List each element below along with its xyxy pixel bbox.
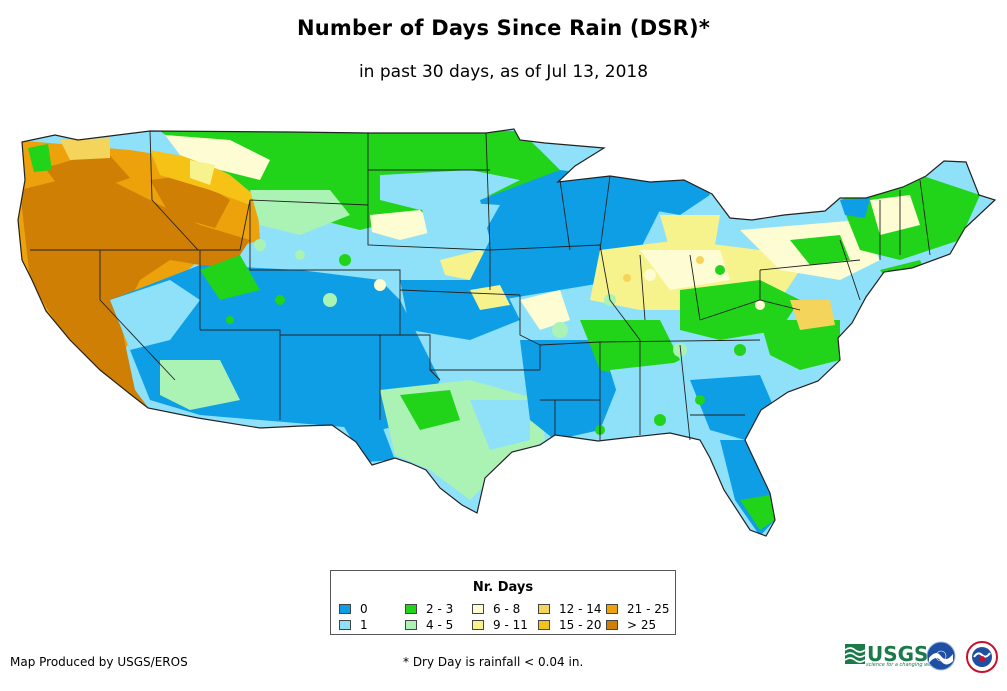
dsr-shading — [18, 129, 995, 536]
legend-swatch — [405, 604, 417, 614]
nws-logo-icon — [966, 641, 998, 673]
legend-item-4: 6 - 8 — [472, 602, 520, 616]
legend-title: Nr. Days — [472, 580, 534, 595]
legend-item-3: 4 - 5 — [405, 618, 453, 632]
legend-swatch — [339, 604, 351, 614]
legend-label: 12 - 14 — [559, 602, 602, 616]
usgs-logo: USGS — [845, 642, 928, 666]
legend-swatch — [606, 620, 618, 630]
legend-item-2: 2 - 3 — [405, 602, 453, 616]
legend: Nr. Days 0 1 2 - 3 4 - 5 6 - 8 9 - 11 12… — [330, 570, 676, 635]
legend-item-6: 12 - 14 — [538, 602, 602, 616]
usgs-wave-icon — [845, 644, 865, 664]
legend-item-9: > 25 — [606, 618, 656, 632]
legend-label: 6 - 8 — [493, 602, 521, 616]
legend-swatch — [339, 620, 351, 630]
legend-label: > 25 — [627, 618, 657, 632]
legend-swatch — [472, 604, 484, 614]
legend-swatch — [405, 620, 417, 630]
legend-label: 1 — [360, 618, 368, 632]
legend-swatch — [606, 604, 618, 614]
dry-day-note: * Dry Day is rainfall < 0.04 in. — [403, 655, 584, 669]
legend-item-7: 15 - 20 — [538, 618, 602, 632]
state-boundaries — [17, 128, 996, 537]
legend-label: 2 - 3 — [426, 602, 454, 616]
legend-label: 0 — [360, 602, 368, 616]
legend-swatch — [472, 620, 484, 630]
legend-item-0: 0 — [339, 602, 368, 616]
legend-swatch — [538, 604, 550, 614]
legend-label: 9 - 11 — [493, 618, 528, 632]
credit-text: Map Produced by USGS/EROS — [10, 655, 188, 669]
legend-item-1: 1 — [339, 618, 368, 632]
usgs-wordmark: USGS — [867, 642, 929, 666]
legend-swatch — [538, 620, 550, 630]
legend-label: 4 - 5 — [426, 618, 454, 632]
map-title: Number of Days Since Rain (DSR)* — [296, 16, 711, 40]
legend-item-8: 21 - 25 — [606, 602, 670, 616]
map-subtitle: in past 30 days, as of Jul 13, 2018 — [358, 62, 649, 82]
legend-label: 15 - 20 — [559, 618, 602, 632]
legend-label: 21 - 25 — [627, 602, 670, 616]
noaa-logo-icon — [926, 641, 956, 671]
legend-item-5: 9 - 11 — [472, 618, 528, 632]
usgs-tagline: science for a changing world — [866, 662, 938, 668]
dsr-map — [17, 128, 996, 537]
